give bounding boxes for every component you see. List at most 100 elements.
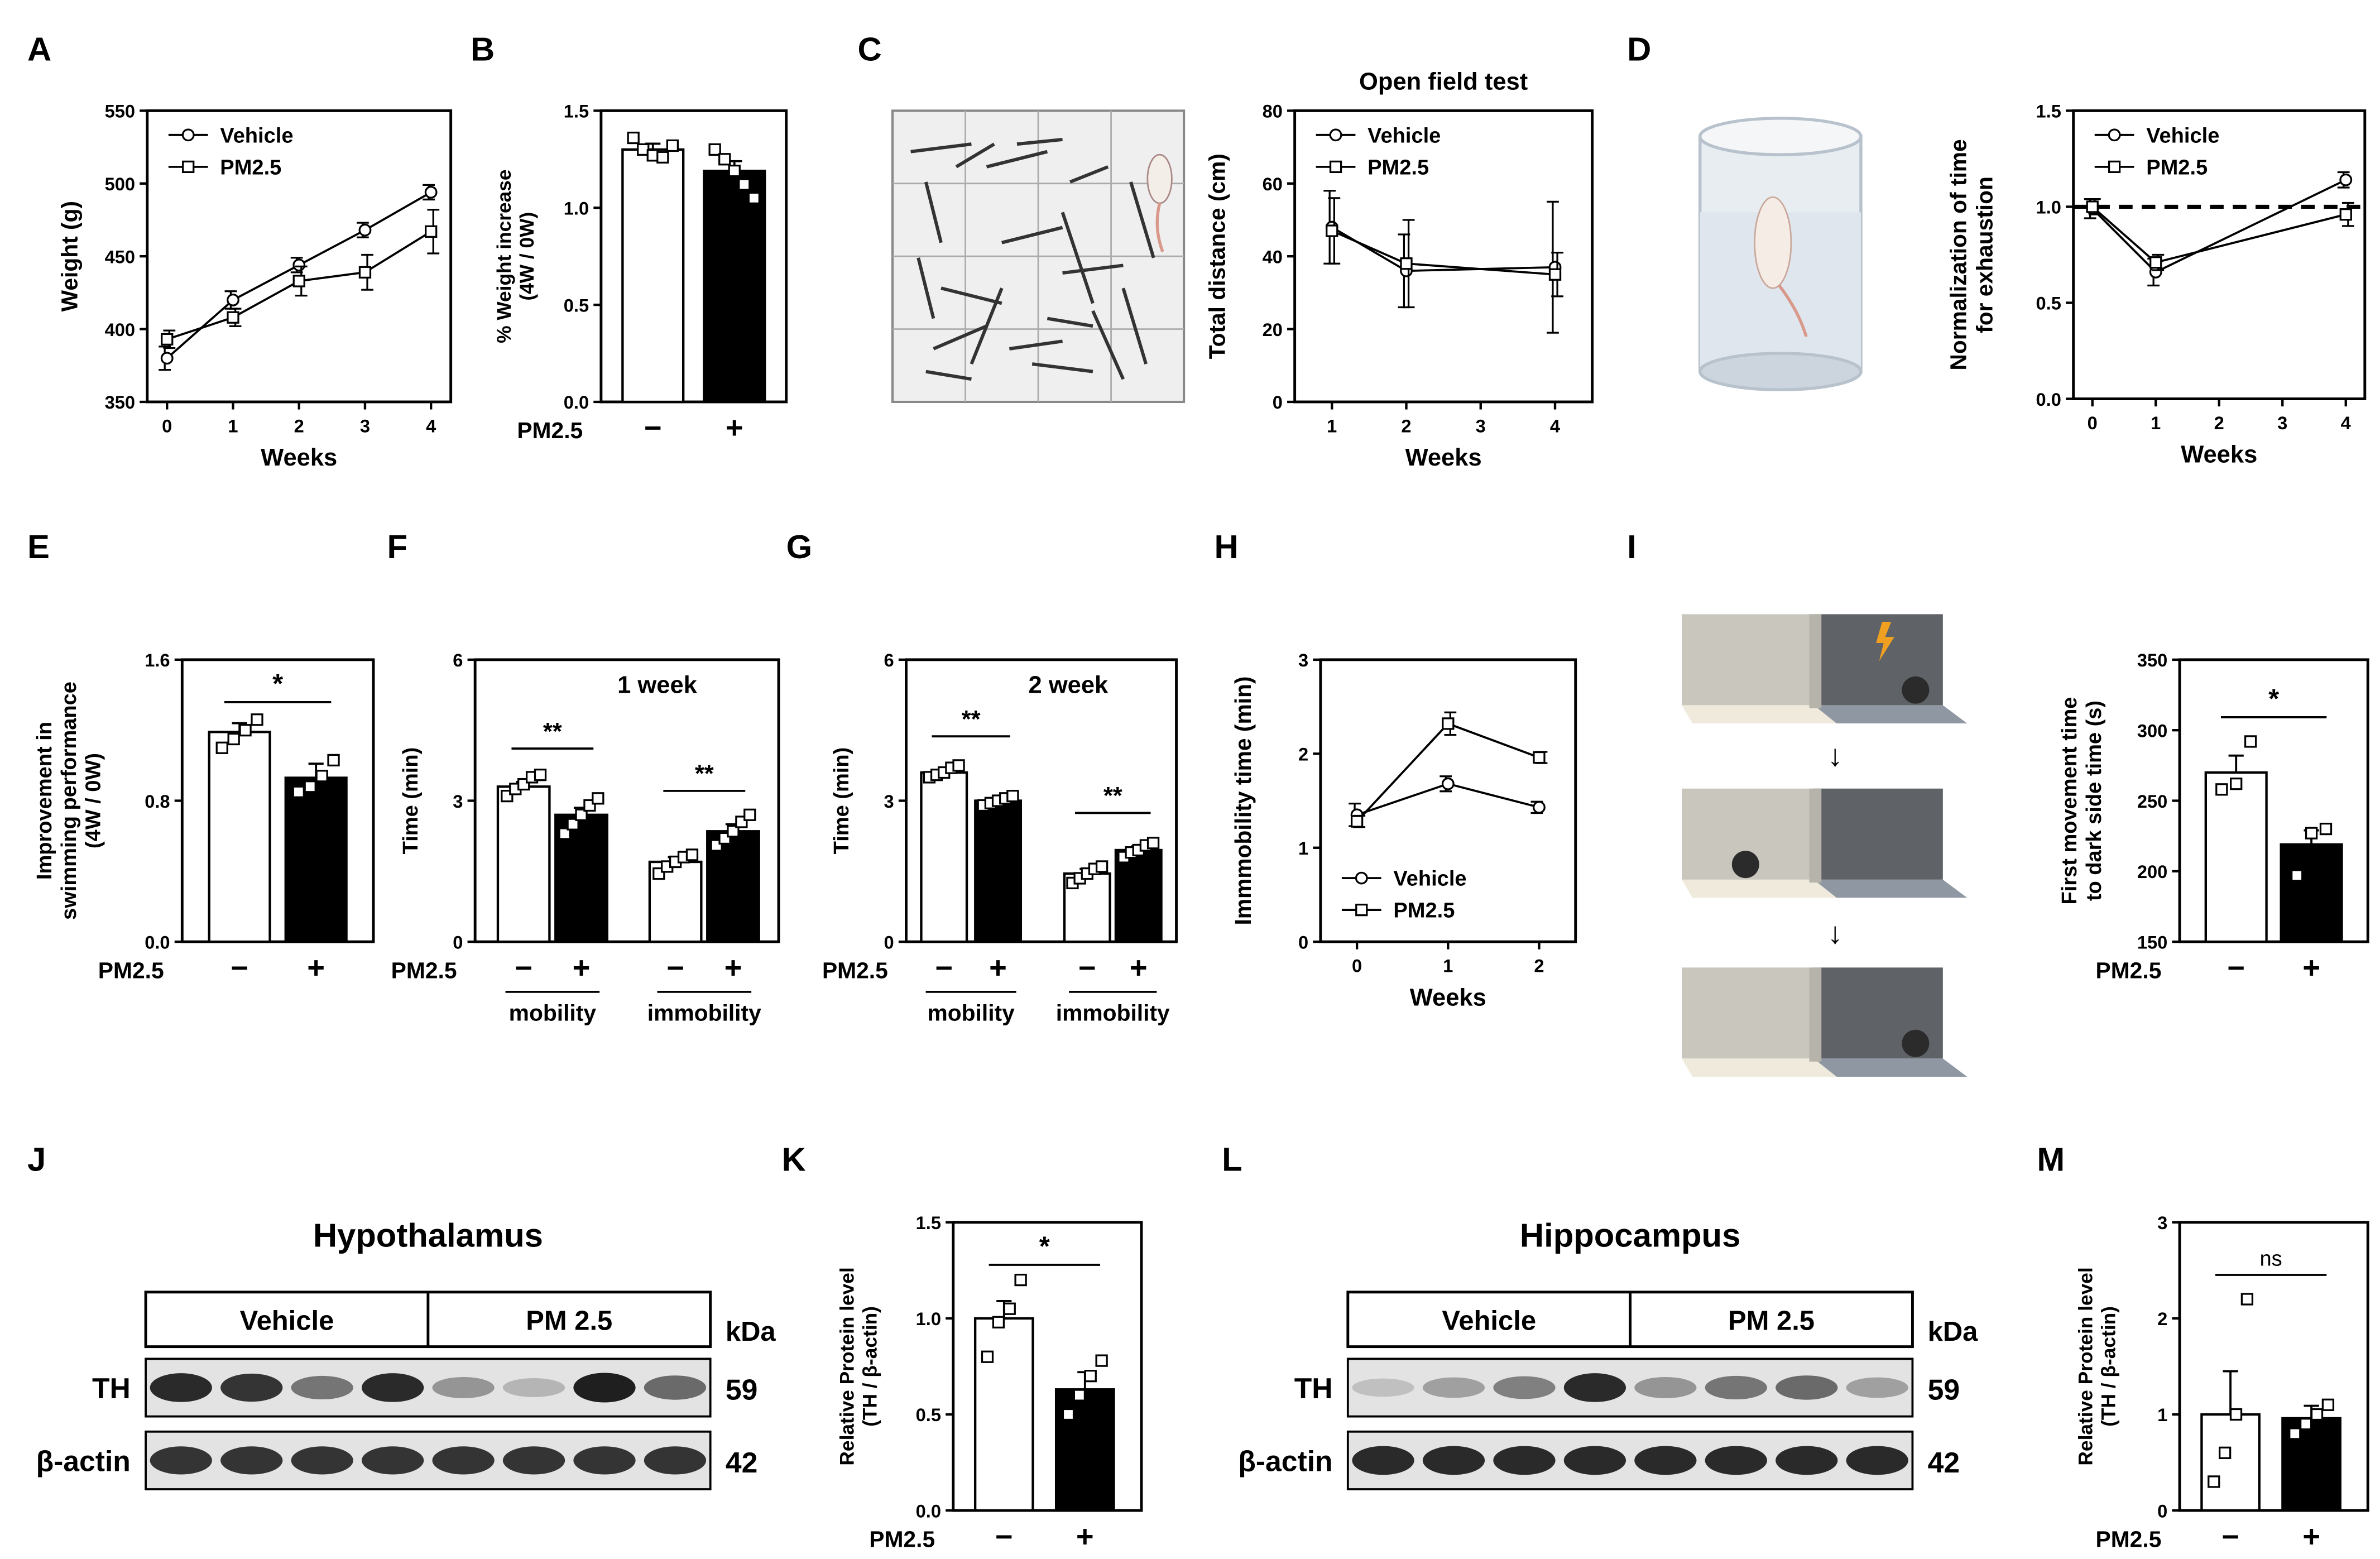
legend-marker	[182, 160, 195, 174]
motion-trace	[955, 142, 995, 169]
divider-door	[1809, 788, 1822, 883]
data-point-square	[1400, 257, 1413, 270]
significance-label: *	[2268, 684, 2279, 714]
legend-label: PM2.5	[1393, 899, 1455, 923]
significance-label: ns	[2259, 1248, 2282, 1271]
y-tick-label: 1.5	[2036, 101, 2061, 122]
bar-0	[496, 785, 551, 943]
data-point	[2299, 1418, 2312, 1431]
x-tick-label: 4	[426, 415, 436, 436]
category-label: −	[2227, 951, 2245, 985]
data-point	[685, 848, 699, 861]
protein-band	[573, 1373, 636, 1403]
data-point	[981, 1350, 994, 1363]
panel-letter-A: A	[27, 31, 51, 68]
x-tick-label: 3	[1476, 415, 1486, 436]
mouse-icon	[1731, 851, 1759, 879]
protein-band	[573, 1446, 636, 1475]
protein-band	[1705, 1446, 1767, 1475]
protein-band	[502, 1378, 565, 1397]
data-point	[728, 165, 741, 178]
category-label: +	[726, 411, 743, 445]
y-axis-label-line: Relative Protein level	[837, 1267, 858, 1465]
dark-chamber-floor	[1813, 1058, 1968, 1077]
legend-marker	[1329, 160, 1342, 174]
category-label: −	[935, 951, 953, 985]
bar-1	[703, 169, 766, 404]
y-tick-label: 2	[1298, 744, 1308, 765]
x-tick-label: 2	[2214, 412, 2224, 433]
y-axis-label-line: First movement time	[2058, 697, 2081, 905]
panel-letter-B: B	[471, 31, 495, 68]
x-axis-label: Weeks	[1405, 444, 1482, 471]
data-point	[2240, 1293, 2254, 1306]
data-point-square	[292, 275, 305, 287]
data-point	[227, 732, 240, 746]
data-point-square	[425, 225, 438, 238]
y-tick-label: 60	[1263, 174, 1283, 194]
y-tick-label: 300	[2137, 720, 2167, 741]
legend-label: Vehicle	[220, 124, 293, 147]
x-tick-label: 1	[2151, 412, 2161, 433]
group-label: PM2.5	[822, 957, 888, 983]
motion-trace	[1047, 316, 1093, 328]
protein-band	[432, 1446, 495, 1475]
data-point-square	[2339, 208, 2352, 221]
x-axis-label: Weeks	[261, 444, 337, 471]
data-point	[2215, 783, 2228, 796]
data-point-square	[1548, 268, 1562, 281]
legend-label: PM2.5	[2146, 156, 2208, 179]
y-axis-label-line: swimming performance	[57, 682, 81, 920]
data-point	[1146, 837, 1160, 850]
bar-0	[973, 1317, 1034, 1512]
category-label: +	[2302, 951, 2320, 985]
y-tick-label: 0	[1273, 392, 1283, 412]
panel-letter-M: M	[2037, 1140, 2065, 1178]
data-point	[718, 153, 731, 166]
motion-trace	[1031, 362, 1093, 373]
light-chamber-floor	[1682, 1058, 1837, 1077]
category-label: −	[515, 951, 532, 985]
bar-3	[1114, 848, 1163, 943]
dark-chamber-wall	[1813, 788, 1943, 880]
protein-band	[1563, 1373, 1626, 1402]
x-tick-label: 2	[294, 415, 304, 436]
motion-trace	[1121, 287, 1148, 364]
chart-H: 0 1 2 3 0 1 2 Weeks Immmobility time (min) Vehicl…	[1230, 650, 1577, 1011]
protein-band	[150, 1373, 212, 1402]
motion-trace	[986, 150, 1048, 169]
data-point	[2310, 1408, 2324, 1421]
group-header-label: Vehicle	[1442, 1306, 1536, 1336]
y-tick-label: 0.5	[564, 295, 589, 315]
legend-marker	[2108, 128, 2121, 142]
mouse-icon	[1902, 1029, 1930, 1057]
motion-trace	[925, 370, 972, 381]
protein-band	[1563, 1446, 1626, 1475]
rat-tail	[1777, 284, 1808, 337]
motion-trace	[1062, 263, 1124, 275]
protein-band	[1352, 1378, 1414, 1397]
significance-label: **	[695, 761, 714, 788]
y-tick-label: 150	[2137, 932, 2167, 952]
data-point-square	[2086, 200, 2099, 213]
group-label: PM2.5	[2096, 957, 2162, 983]
y-tick-label: 80	[1263, 101, 1283, 122]
divider-door	[1809, 967, 1822, 1062]
significance-label: *	[272, 669, 283, 699]
data-point-square	[1533, 751, 1546, 764]
data-point	[2321, 1398, 2335, 1411]
data-point	[592, 792, 604, 805]
y-tick-label: 0.0	[2036, 389, 2061, 410]
data-point-circle	[227, 293, 239, 306]
shuttle-box-illustration	[1682, 614, 1968, 723]
data-point	[251, 713, 263, 726]
data-point-square	[1350, 815, 1364, 828]
series-line-PM2.5	[2091, 205, 2347, 264]
data-point	[2291, 869, 2304, 882]
y-tick-label: 6	[453, 650, 463, 670]
y-tick-label: 400	[105, 319, 135, 340]
tank-rim	[1698, 117, 1863, 156]
data-point	[2305, 827, 2318, 840]
bar-0	[920, 771, 968, 943]
data-point	[666, 139, 679, 152]
